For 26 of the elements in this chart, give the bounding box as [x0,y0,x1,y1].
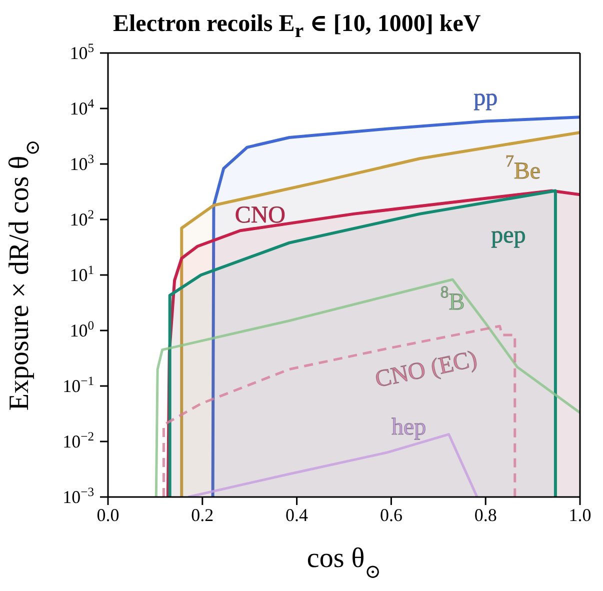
series-label: pp [474,84,498,111]
y-tick-label: 10$^{4}$ [70,96,95,118]
text: CNO (EC) [372,346,480,393]
series-label: pep [491,222,526,248]
series-label: $^{8}$B [440,282,465,316]
x-axis-title: cos θ$_{⊙}$ [306,543,382,582]
x-tick-label: 0.4 [286,505,308,525]
line-series [162,324,516,497]
y-tick-label: 10$^{−1}$ [62,374,94,396]
series-label: $^{7}$Be [505,152,541,184]
y-tick-label: 10$^{1}$ [70,263,94,285]
line-series [154,278,580,497]
y-tick-label: 10$^{0}$ [70,318,94,340]
chart-title: Electron recoils E$_{r}$ ∈ [10, 1000] keV [112,10,482,42]
x-tick-label: 0.8 [474,505,497,525]
x-tick-label: 0.0 [96,505,120,525]
series-label: CNO [234,202,286,228]
x-tick-label: 1.0 [568,505,592,525]
y-tick-label: 10$^{2}$ [70,208,94,230]
x-tick-label: 0.2 [191,505,214,525]
y-tick-label: 10$^{5}$ [70,41,94,63]
y-tick-label: 10$^{3}$ [70,152,94,174]
series-label: hep [391,414,426,440]
x-tick-label: 0.6 [380,505,402,525]
y-tick-label: 10$^{−3}$ [62,485,94,507]
y-tick-label: 10$^{−2}$ [62,430,94,452]
